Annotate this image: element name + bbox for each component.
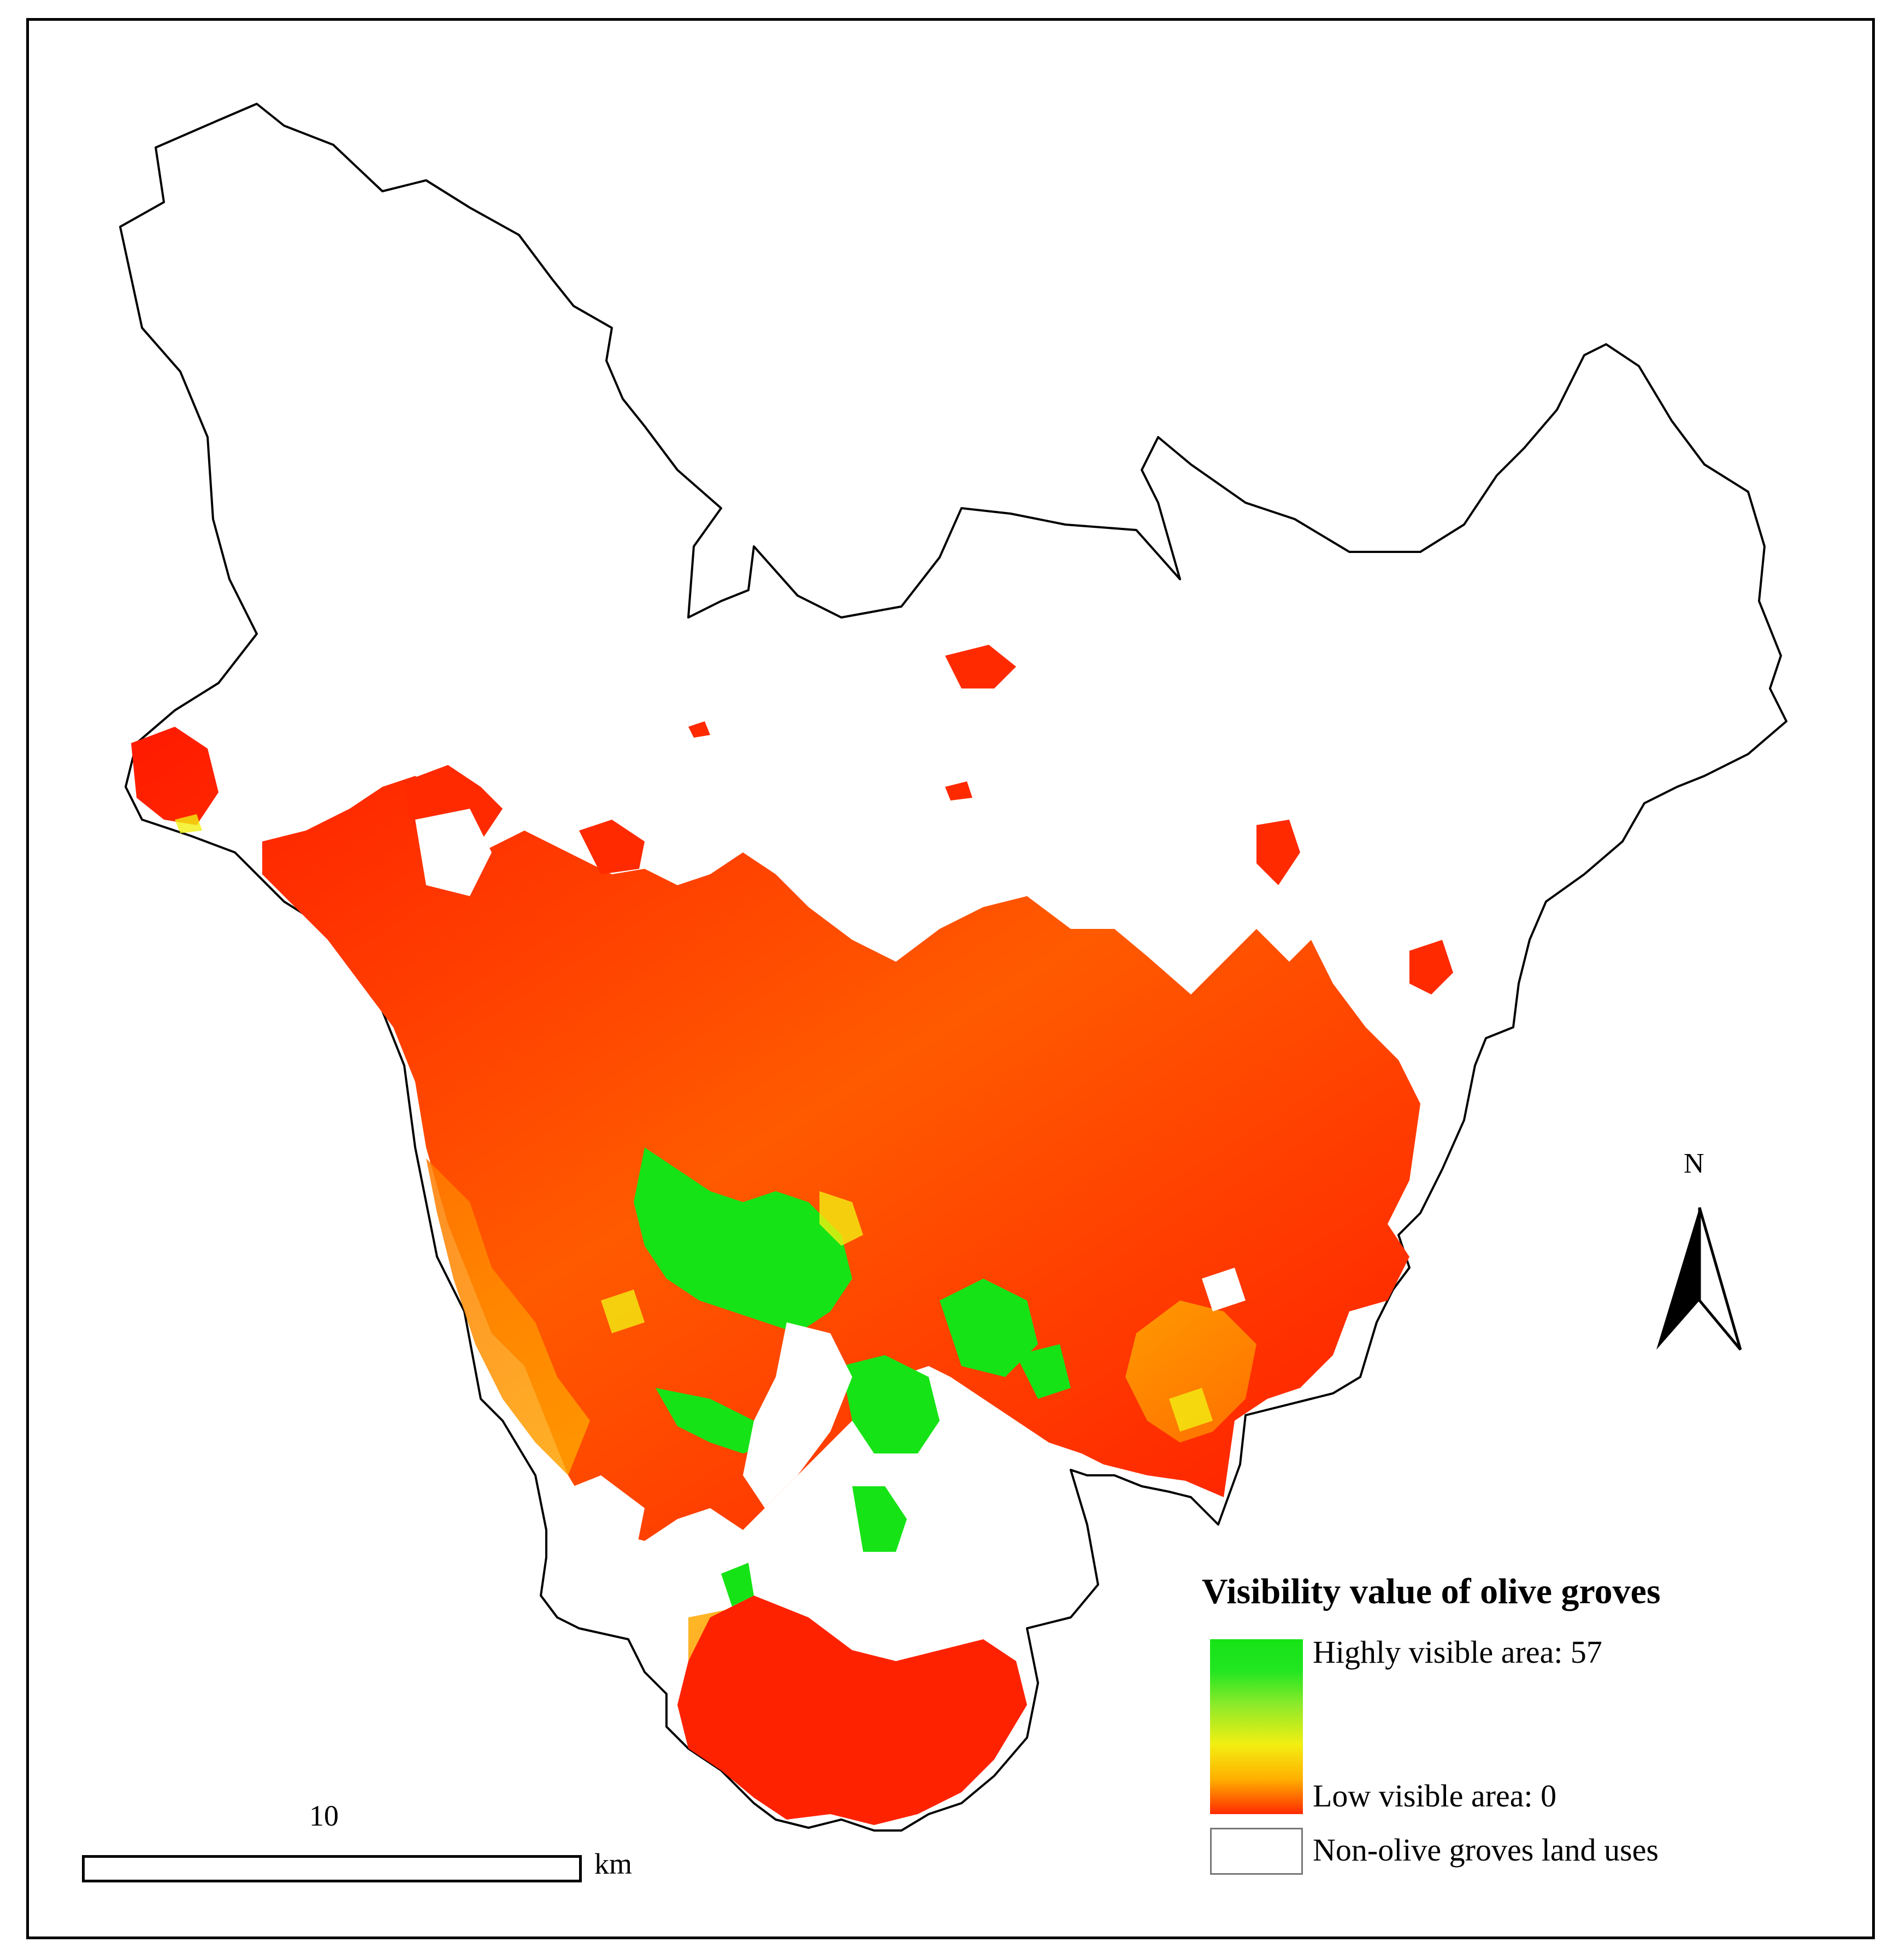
north-arrow-label: N bbox=[1684, 1148, 1704, 1179]
scale-bar-unit: km bbox=[594, 1847, 633, 1880]
north-arrow-left-half bbox=[1656, 1208, 1700, 1350]
non-olive-enclaves bbox=[415, 809, 1246, 1585]
olive-groves-layer bbox=[131, 645, 1453, 1825]
legend-non-olive-swatch bbox=[1210, 1828, 1303, 1875]
legend-color-ramp bbox=[1210, 1639, 1303, 1814]
north-arrow bbox=[1656, 1207, 1742, 1351]
olive-groves-low-visibility bbox=[131, 727, 1420, 1541]
legend-non-olive-label: Non-olive groves land uses bbox=[1313, 1832, 1659, 1868]
olive-groves-low-visibility-south bbox=[677, 1596, 1027, 1825]
scale-bar-value: 10 bbox=[309, 1799, 339, 1832]
legend-title: Visibility value of olive groves bbox=[1202, 1571, 1661, 1611]
legend-low-label: Low visible area: 0 bbox=[1313, 1778, 1557, 1814]
scale-bar bbox=[82, 1855, 582, 1882]
legend-high-label: Highly visible area: 57 bbox=[1313, 1634, 1602, 1670]
north-arrow-right-half bbox=[1698, 1207, 1742, 1351]
